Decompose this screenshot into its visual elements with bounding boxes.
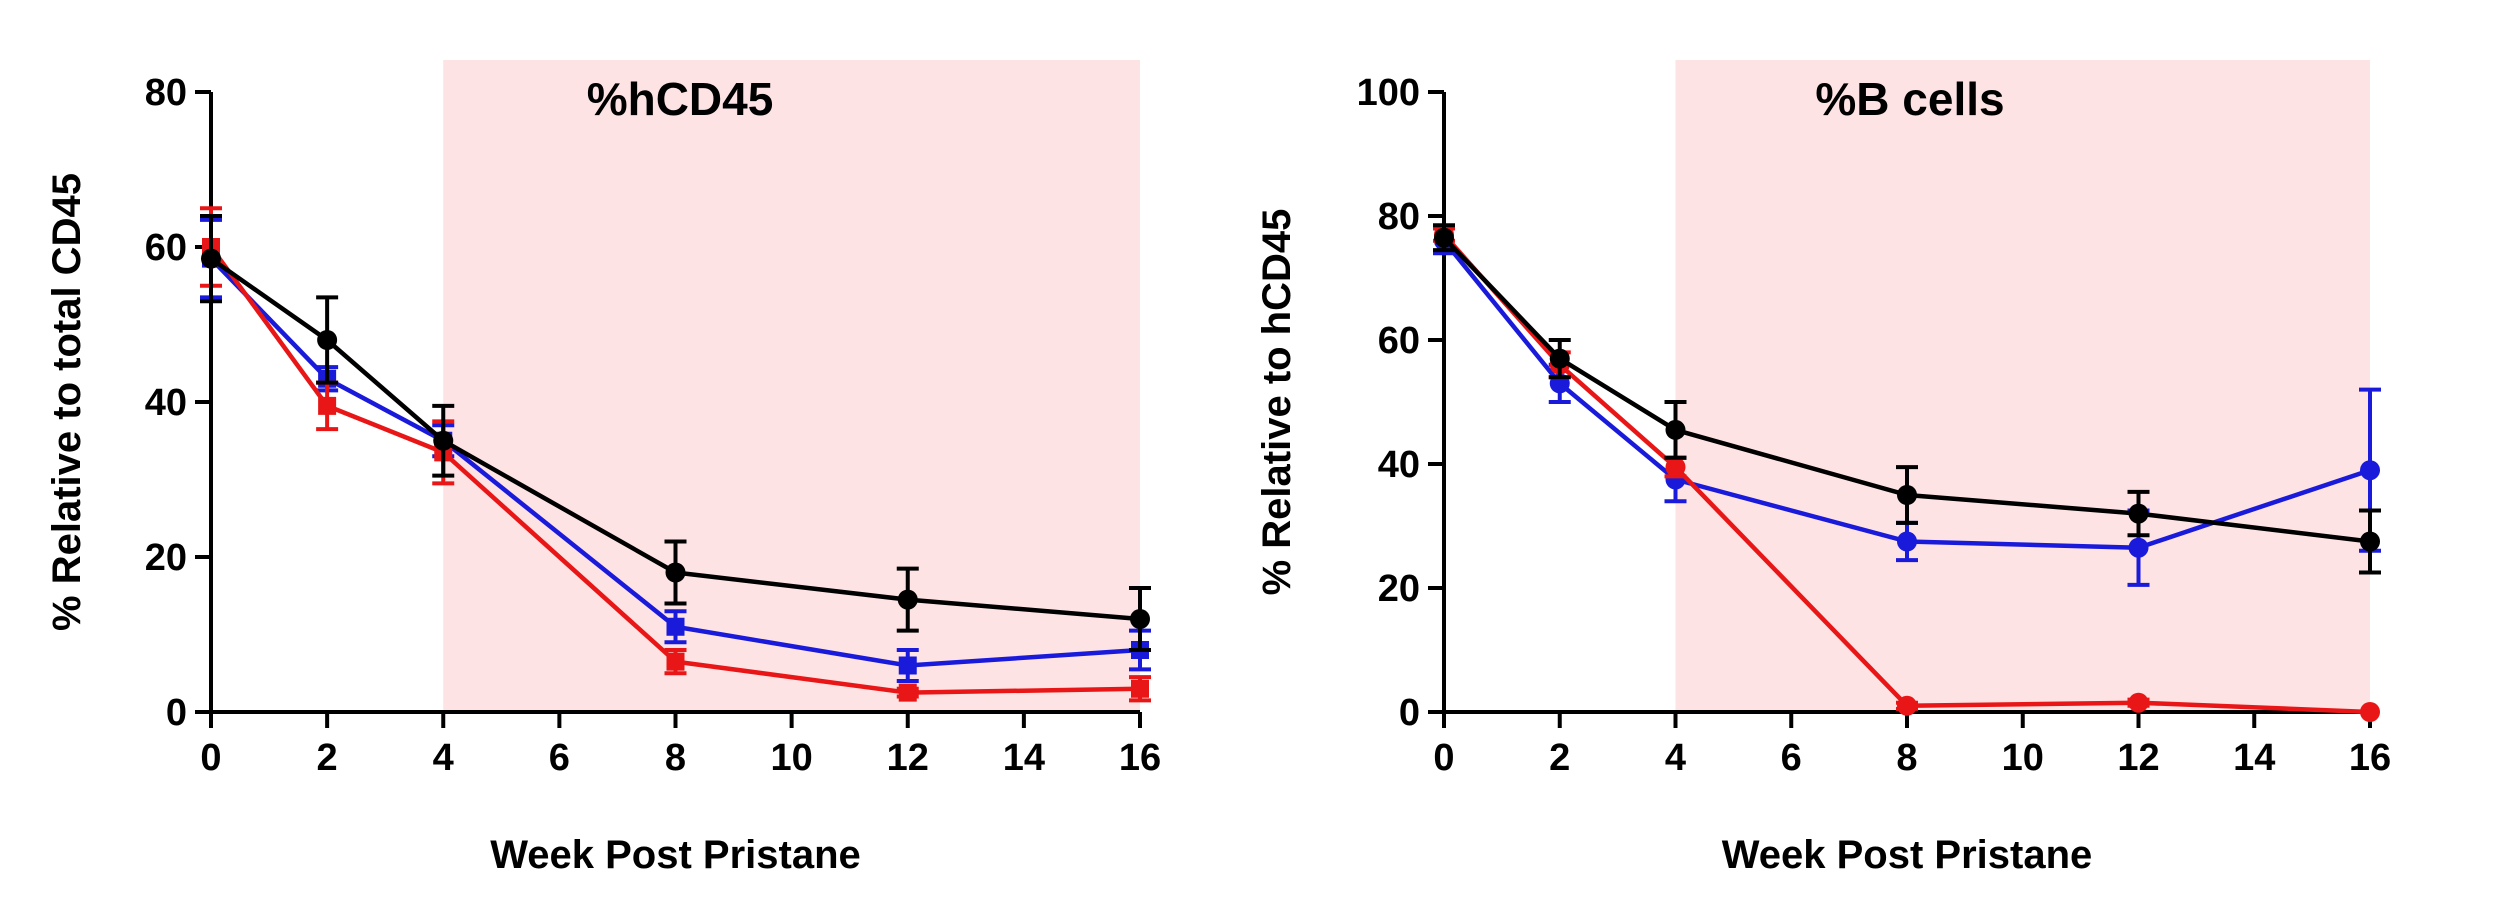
x-tick-label: 12 — [887, 737, 929, 779]
x-tick-label: 16 — [2349, 737, 2391, 779]
x-tick-label: 6 — [1781, 737, 1802, 779]
x-tick-label: 16 — [1119, 737, 1161, 779]
x-tick-label: 12 — [2117, 737, 2159, 779]
data-point — [201, 248, 221, 269]
series-line — [1442, 233, 2371, 715]
x-axis-title: Week Post Pristane — [490, 833, 861, 877]
data-point — [1897, 531, 1917, 552]
data-point — [898, 683, 917, 702]
panel-title: %hCD45 — [587, 73, 774, 125]
series-line — [209, 256, 1141, 622]
data-point — [318, 396, 337, 415]
data-point — [1897, 695, 1917, 716]
data-point — [1665, 457, 1686, 478]
y-axis-title: % Relative to total CD45 — [45, 173, 89, 631]
x-tick-label: 10 — [2002, 737, 2044, 779]
series-black — [1433, 223, 2381, 575]
shaded-region — [1675, 60, 2370, 712]
series-line — [209, 245, 1141, 695]
data-point — [2128, 503, 2149, 524]
x-tick-label: 10 — [770, 737, 812, 779]
x-tick-label: 8 — [665, 737, 686, 779]
data-point — [2128, 537, 2149, 558]
data-point — [433, 430, 454, 451]
data-point — [897, 589, 918, 610]
series-line — [1442, 236, 2371, 544]
series-red — [1433, 224, 2380, 722]
y-tick-label: 0 — [166, 692, 187, 734]
data-point — [1665, 419, 1686, 440]
series-black — [200, 214, 1151, 652]
x-tick-label: 14 — [2233, 737, 2275, 779]
y-tick-label: 0 — [1399, 692, 1420, 734]
y-tick-label: 20 — [145, 537, 187, 579]
x-tick-label: 4 — [1665, 737, 1686, 779]
y-tick-label: 40 — [1378, 444, 1420, 486]
x-axis-title: Week Post Pristane — [1722, 833, 2093, 877]
y-tick-label: 80 — [145, 72, 187, 114]
y-tick-label: 60 — [145, 227, 187, 269]
data-point — [665, 562, 686, 583]
x-tick-label: 6 — [549, 737, 570, 779]
panel-2: %B cells 0 20 40 60 80 100 0 2 4 6 8 10 12 14 16 Week Po… — [1255, 60, 2391, 877]
data-point — [1897, 485, 1917, 505]
data-point — [2360, 460, 2380, 481]
data-point — [1130, 609, 1150, 629]
x-tick-label: 8 — [1896, 737, 1917, 779]
shaded-region — [443, 60, 1140, 712]
panel-title: %B cells — [1815, 73, 2004, 125]
y-tick-label: 80 — [1378, 196, 1420, 238]
y-tick-label: 20 — [1378, 568, 1420, 610]
data-point — [2128, 692, 2149, 713]
series-line — [1442, 239, 2371, 550]
data-point — [898, 656, 917, 675]
y-axis-title: % Relative to hCD45 — [1255, 209, 1299, 596]
data-point — [2360, 702, 2380, 722]
x-tick-label: 2 — [317, 737, 338, 779]
data-point — [2360, 531, 2380, 552]
y-tick-label: 40 — [145, 382, 187, 424]
y-tick-label: 60 — [1378, 320, 1420, 362]
data-point — [666, 652, 685, 671]
data-point — [666, 617, 685, 636]
data-point — [1434, 227, 1454, 248]
x-tick-label: 0 — [1433, 737, 1454, 779]
x-tick-label: 14 — [1003, 737, 1045, 779]
y-tick-label: 100 — [1357, 72, 1420, 114]
x-tick-label: 2 — [1549, 737, 1570, 779]
x-tick-label: 4 — [433, 737, 454, 779]
data-point — [317, 330, 338, 350]
series-line — [209, 257, 1141, 668]
x-tick-label: 0 — [200, 737, 221, 779]
data-point — [1549, 348, 1570, 369]
panel-1: %hCD45 0 20 40 60 80 0 2 4 6 8 10 12 14 16 Week Post Pr… — [45, 60, 1161, 877]
data-point — [1131, 679, 1149, 698]
